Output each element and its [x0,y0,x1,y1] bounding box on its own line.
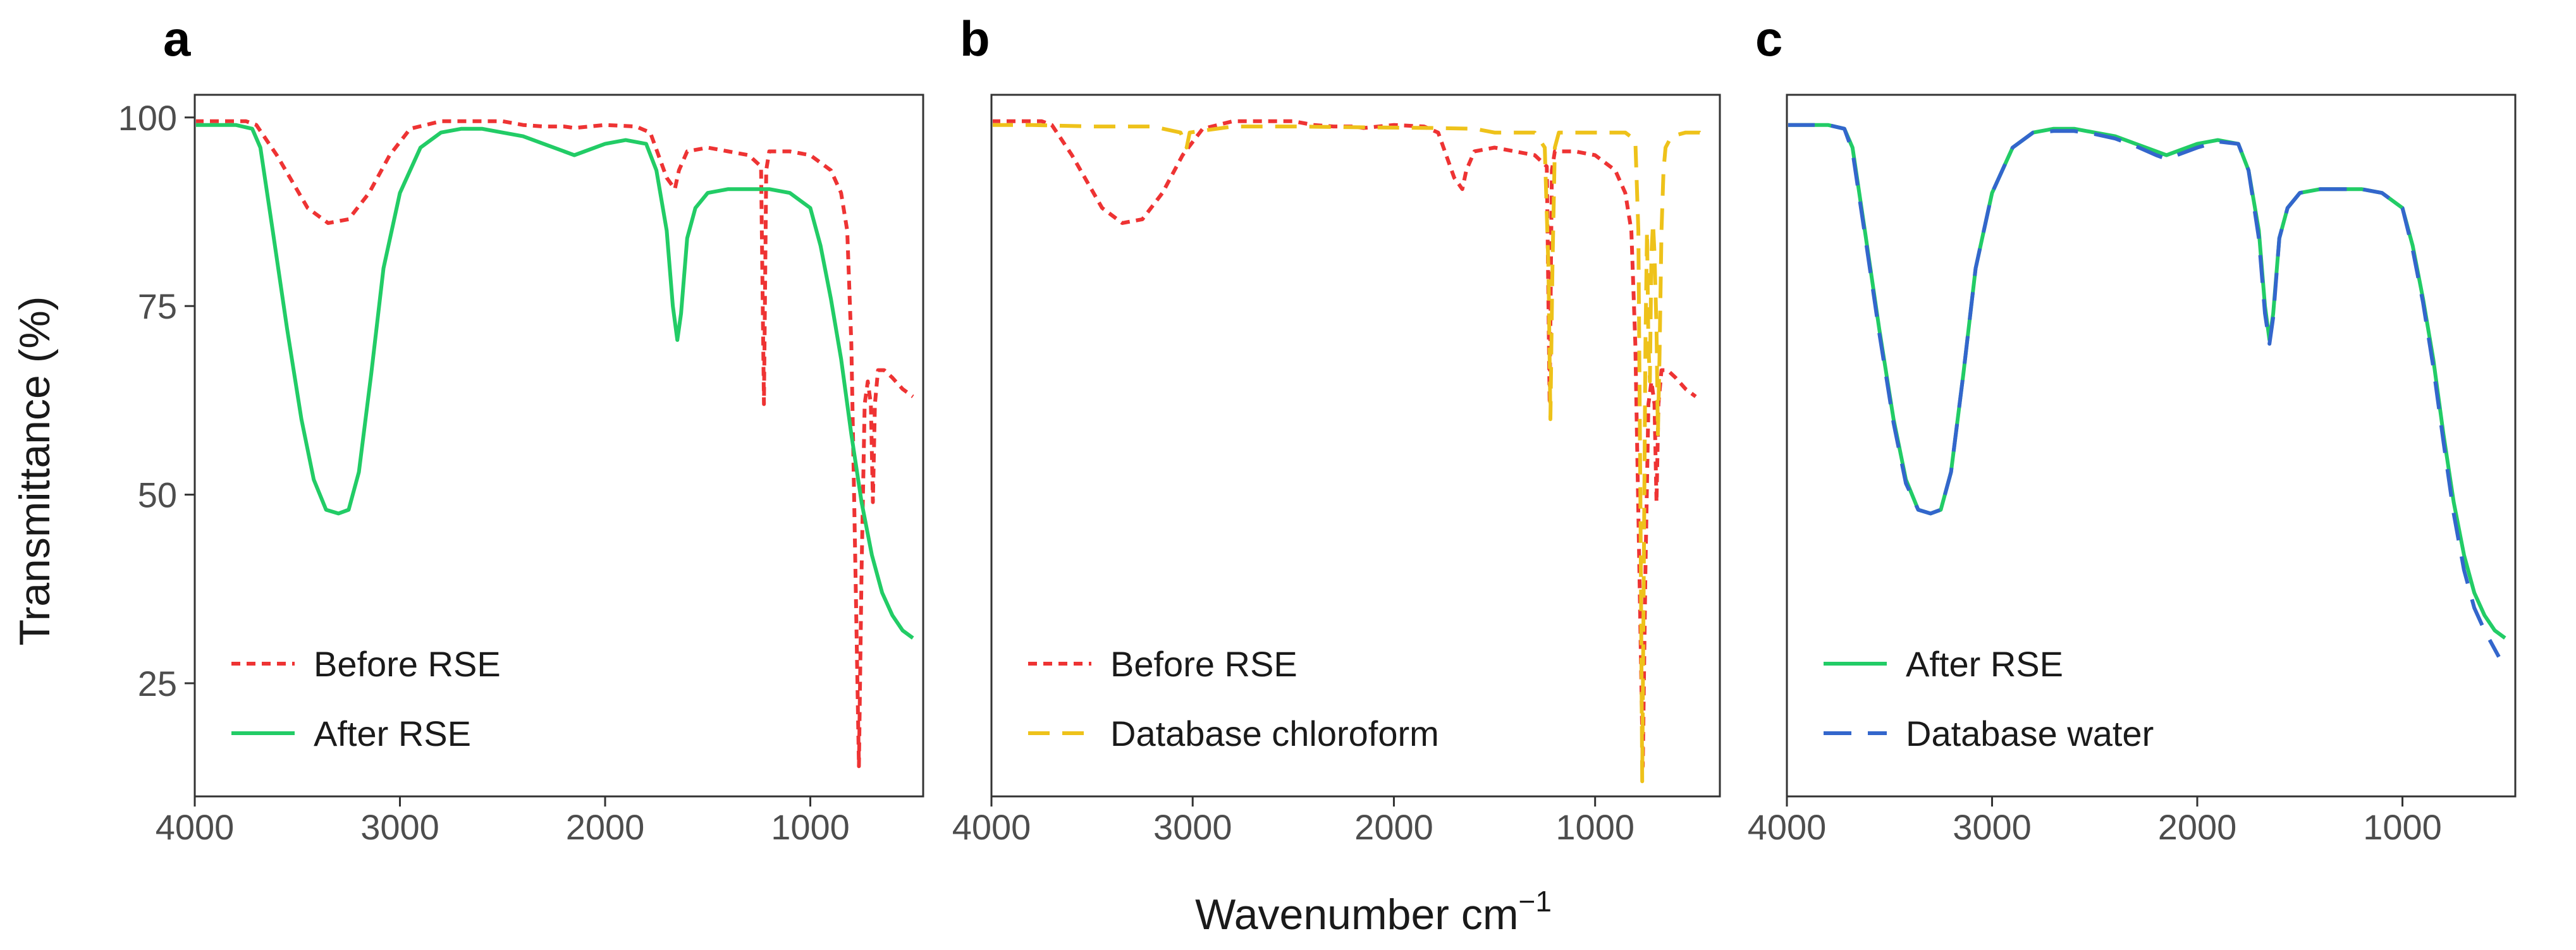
panel-c: c 4000 3000 2000 1000 After RSE Database water [1748,11,2517,847]
x-axis-title-text: Wavenumber cm [1195,891,1518,939]
legend-label: After RSE [314,714,471,753]
x-tick-label: 3000 [360,807,439,847]
series-line-1 [1788,123,2506,640]
series-line-2 [196,123,914,640]
panel-frame [1786,94,2517,798]
x-tick-label: 1000 [771,807,850,847]
x-axis-title-superscript: −1 [1518,885,1551,918]
series-group [993,119,1709,784]
panels-layer: a 4000 3000 2000 1000 100 75 50 25 Before RSE Afte… [118,11,2517,847]
legend-label: After RSE [1906,644,2063,684]
series-line-1 [196,119,914,769]
panel-b: b 4000 3000 2000 1000 Before RSE Database chlo… [952,11,1721,847]
x-tick-label: 3000 [1153,807,1232,847]
panel-a: a 4000 3000 2000 1000 100 75 50 25 Before RSE Afte… [118,11,924,847]
series-line-1 [993,119,1697,769]
y-tick-label: 50 [138,475,177,515]
series-group [196,119,914,769]
x-tick-label: 1000 [2363,807,2442,847]
panel-letter: b [960,11,990,66]
series-line-2 [1788,123,2501,658]
panel-letter: c [1755,11,1782,66]
y-axis-title: Transmittance (%) [11,296,59,646]
panel-frame [193,94,924,798]
x-tick-label: 4000 [1748,807,1827,847]
series-line-2 [993,123,1709,784]
panel-letter: a [163,11,191,66]
y-tick-label: 75 [138,286,177,326]
x-axis-title: Wavenumber cm−1 [1195,885,1552,939]
x-tick-label: 1000 [1555,807,1635,847]
legend-label: Database water [1906,714,2154,753]
x-tick-label: 3000 [1953,807,2032,847]
legend-label: Database chloroform [1110,714,1439,753]
x-tick-label: 2000 [566,807,645,847]
x-tick-label: 2000 [1354,807,1433,847]
y-tick-label: 100 [118,98,177,138]
x-tick-label: 4000 [156,807,235,847]
panel-frame [990,94,1721,798]
legend-label: Before RSE [314,644,501,684]
x-tick-label: 4000 [952,807,1031,847]
legend-label: Before RSE [1110,644,1297,684]
series-group [1788,123,2506,658]
y-tick-label: 25 [138,664,177,703]
x-tick-label: 2000 [2158,807,2237,847]
